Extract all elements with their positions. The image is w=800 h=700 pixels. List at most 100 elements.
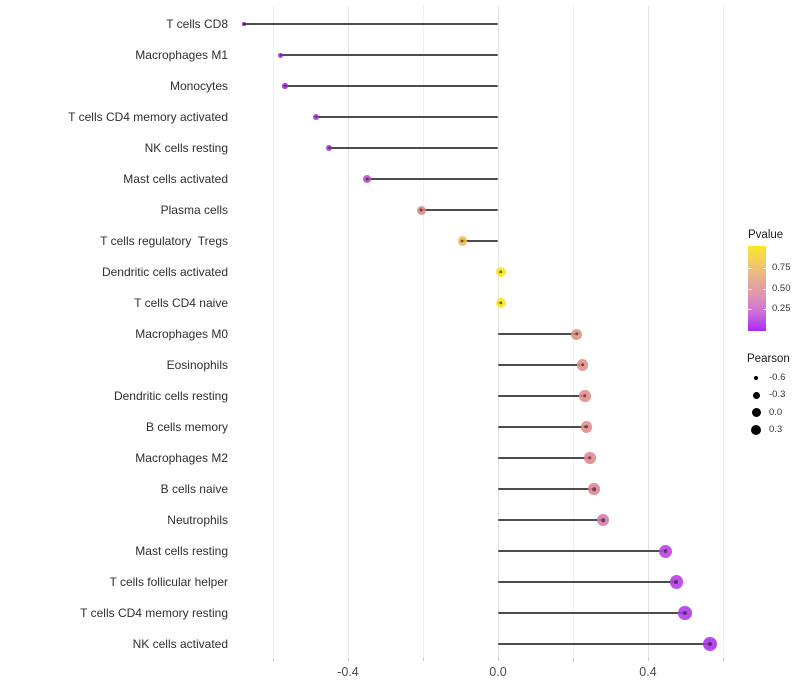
category-label: T cells follicular helper — [109, 575, 229, 589]
lollipop-stem — [285, 85, 498, 87]
x-axis-tick — [423, 658, 424, 661]
colorbar-tick — [762, 268, 766, 270]
colorbar-tick — [748, 288, 752, 290]
lollipop-dot — [242, 22, 246, 26]
lollipop-dot — [495, 266, 506, 278]
stem-endpoint — [581, 363, 585, 367]
lollipop-stem — [421, 209, 498, 211]
x-axis-tick-label: 0.0 — [489, 665, 507, 679]
lollipop-dot — [278, 52, 284, 58]
lollipop-dot — [577, 359, 589, 371]
lollipop-dot — [326, 144, 333, 152]
gridline — [648, 6, 649, 658]
lollipop-dot — [588, 483, 600, 495]
colorbar-tick — [762, 309, 766, 311]
category-label: B cells memory — [145, 420, 228, 434]
pearson-legend-label: 0.3 — [769, 423, 783, 435]
stem-endpoint — [575, 332, 579, 336]
colorbar-tick — [762, 288, 766, 290]
lollipop-stem — [498, 581, 677, 583]
stem-endpoint — [601, 518, 606, 522]
lollipop-stem — [498, 612, 686, 614]
x-axis-tick — [498, 658, 499, 661]
pearson-legend-dot — [752, 391, 760, 399]
x-axis-tick — [348, 658, 349, 661]
stem-endpoint — [314, 115, 318, 119]
category-label: Dendritic cells activated — [101, 265, 228, 279]
category-label: Macrophages M1 — [135, 48, 228, 62]
lollipop-stem — [462, 240, 498, 242]
colorbar-tick-label: 0.75 — [772, 262, 791, 274]
lollipop-dot — [597, 514, 610, 526]
stem-endpoint — [663, 549, 668, 553]
category-label: Plasma cells — [160, 203, 228, 217]
category-label: Dendritic cells resting — [113, 389, 228, 403]
category-label: T cells CD4 memory activated — [68, 110, 228, 124]
pearson-legend-dot — [751, 408, 761, 418]
gridline — [423, 6, 424, 658]
category-label: NK cells resting — [144, 141, 228, 155]
pearson-legend-title: Pearson — [747, 353, 790, 365]
colorbar-tick — [748, 309, 752, 311]
lollipop-stem — [498, 364, 583, 366]
x-axis-tick — [648, 658, 649, 661]
pvalue-legend-title: Pvalue — [748, 229, 784, 241]
gridline — [498, 6, 499, 658]
lollipop-dot — [313, 114, 320, 120]
pearson-legend-label: -0.3 — [769, 389, 786, 401]
category-label: T cells CD8 — [166, 17, 228, 31]
lollipop-stem — [498, 519, 604, 521]
pvalue-colorbar — [748, 246, 766, 331]
category-label: Neutrophils — [167, 513, 228, 527]
pearson-legend-label: -0.6 — [769, 372, 786, 383]
gridline — [723, 6, 724, 658]
lollipop-stem — [498, 488, 594, 490]
lollipop-stem — [498, 395, 585, 397]
stem-endpoint — [419, 208, 423, 212]
stem-endpoint — [592, 487, 596, 491]
stem-endpoint — [460, 239, 464, 243]
category-label: NK cells activated — [132, 637, 228, 651]
pearson-legend-label: 0.0 — [769, 406, 783, 418]
stem-endpoint — [588, 456, 592, 460]
stem-endpoint — [707, 641, 712, 647]
pearson-legend-dot — [750, 424, 762, 436]
category-label: Monocytes — [169, 79, 228, 93]
lollipop-dot — [669, 575, 683, 589]
category-label: T cells CD4 naive — [134, 296, 228, 310]
gridline — [348, 6, 349, 658]
lollipop-stem — [329, 147, 498, 149]
category-label: T cells regulatory Tregs — [100, 234, 228, 248]
category-label: Mast cells activated — [123, 172, 228, 186]
category-label: Eosinophils — [166, 358, 228, 372]
category-label: T cells CD4 memory resting — [80, 606, 228, 620]
lollipop-dot — [571, 328, 583, 340]
stem-endpoint — [243, 23, 246, 25]
stem-endpoint — [674, 580, 679, 584]
lollipop-dot — [416, 205, 426, 215]
pearson-legend-dot — [753, 375, 759, 381]
lollipop-dot — [702, 637, 717, 651]
category-label: Macrophages M0 — [135, 327, 228, 341]
lollipop-stem — [498, 333, 577, 335]
x-axis-tick — [273, 658, 274, 661]
lollipop-stem — [498, 643, 710, 645]
colorbar-tick-label: 0.25 — [772, 303, 791, 315]
lollipop-dot — [363, 175, 371, 183]
stem-endpoint — [583, 394, 587, 398]
x-axis-tick — [573, 658, 574, 661]
lollipop-stem — [280, 54, 498, 56]
stem-endpoint — [683, 610, 688, 615]
category-label: Mast cells resting — [135, 544, 228, 558]
colorbar-tick — [748, 268, 752, 270]
lollipop-dot — [580, 421, 593, 433]
lollipop-dot — [678, 606, 692, 620]
lollipop-stem — [316, 116, 498, 118]
category-label: Macrophages M2 — [135, 451, 228, 465]
lollipop-dot — [579, 390, 591, 402]
lollipop-dot — [584, 452, 596, 464]
lollipop-dot — [282, 83, 288, 89]
stem-endpoint — [498, 270, 503, 274]
stem-endpoint — [279, 53, 282, 57]
colorbar-tick-label: 0.50 — [772, 282, 791, 294]
